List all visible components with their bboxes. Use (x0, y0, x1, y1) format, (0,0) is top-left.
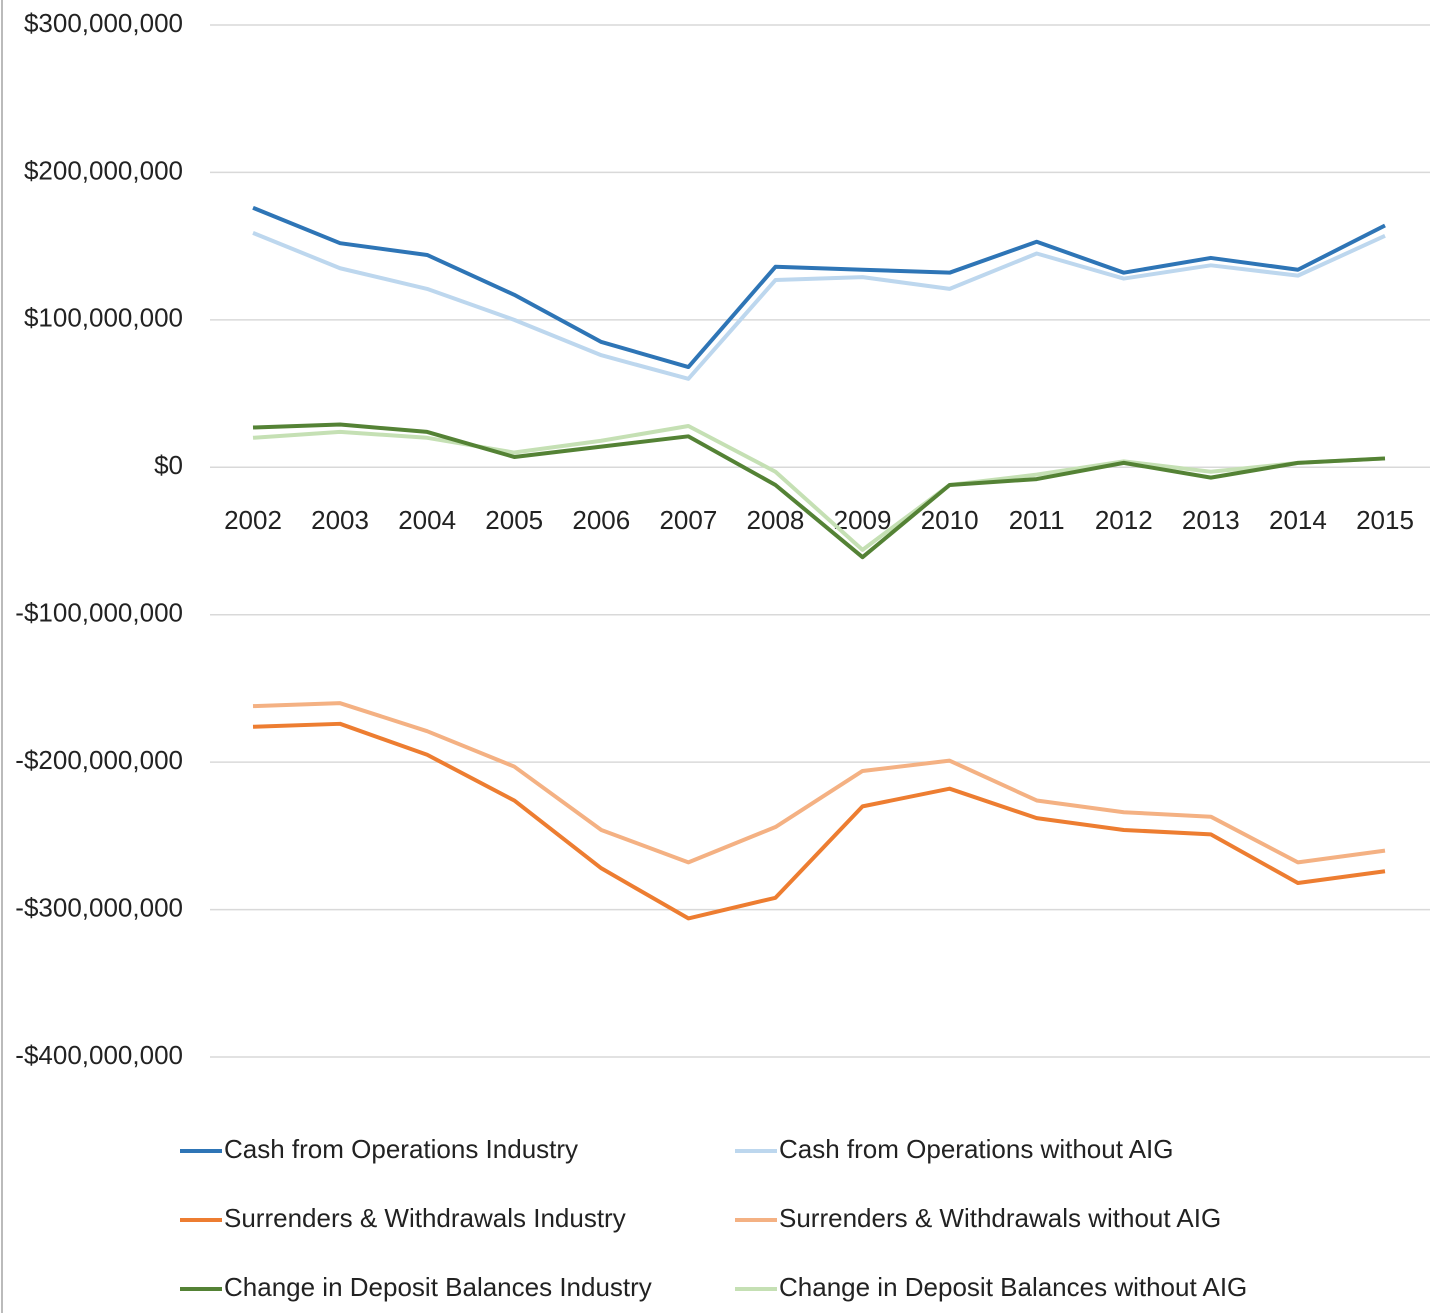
series-line (252, 205, 1386, 370)
x-tick-label: 2011 (1009, 505, 1065, 535)
legend-label: Change in Deposit Balances without AIG (779, 1272, 1247, 1302)
legend-label: Surrenders & Withdrawals without AIG (779, 1203, 1221, 1233)
x-tick-label: 2010 (921, 505, 979, 535)
legend-label: Cash from Operations Industry (224, 1134, 578, 1164)
y-tick-label: -$100,000,000 (15, 598, 183, 628)
series-line (252, 701, 1386, 865)
legend-label: Surrenders & Withdrawals Industry (224, 1203, 626, 1233)
x-tick-label: 2015 (1356, 505, 1414, 535)
y-tick-label: -$200,000,000 (15, 745, 183, 775)
x-tick-label: 2002 (224, 505, 282, 535)
x-tick-label: 2013 (1182, 505, 1240, 535)
y-tick-label: $300,000,000 (24, 8, 183, 38)
x-tick-label: 2012 (1095, 505, 1153, 535)
series-line (252, 424, 1386, 552)
series-line (252, 721, 1386, 921)
legend-label: Cash from Operations without AIG (779, 1134, 1174, 1164)
legend-label: Change in Deposit Balances Industry (224, 1272, 652, 1302)
x-tick-label: 2004 (398, 505, 456, 535)
y-tick-label: $100,000,000 (24, 303, 183, 333)
y-tick-label: $200,000,000 (24, 155, 183, 185)
y-tick-label: $0 (154, 450, 183, 480)
x-tick-label: 2014 (1269, 505, 1327, 535)
x-tick-label: 2005 (485, 505, 543, 535)
series-line (252, 422, 1386, 560)
x-tick-label: 2003 (311, 505, 369, 535)
x-tick-label: 2008 (747, 505, 805, 535)
y-tick-label: -$400,000,000 (15, 1040, 183, 1070)
y-tick-label: -$300,000,000 (15, 892, 183, 922)
x-tick-label: 2007 (659, 505, 717, 535)
x-tick-label: 2006 (572, 505, 630, 535)
series-line (252, 231, 1386, 381)
